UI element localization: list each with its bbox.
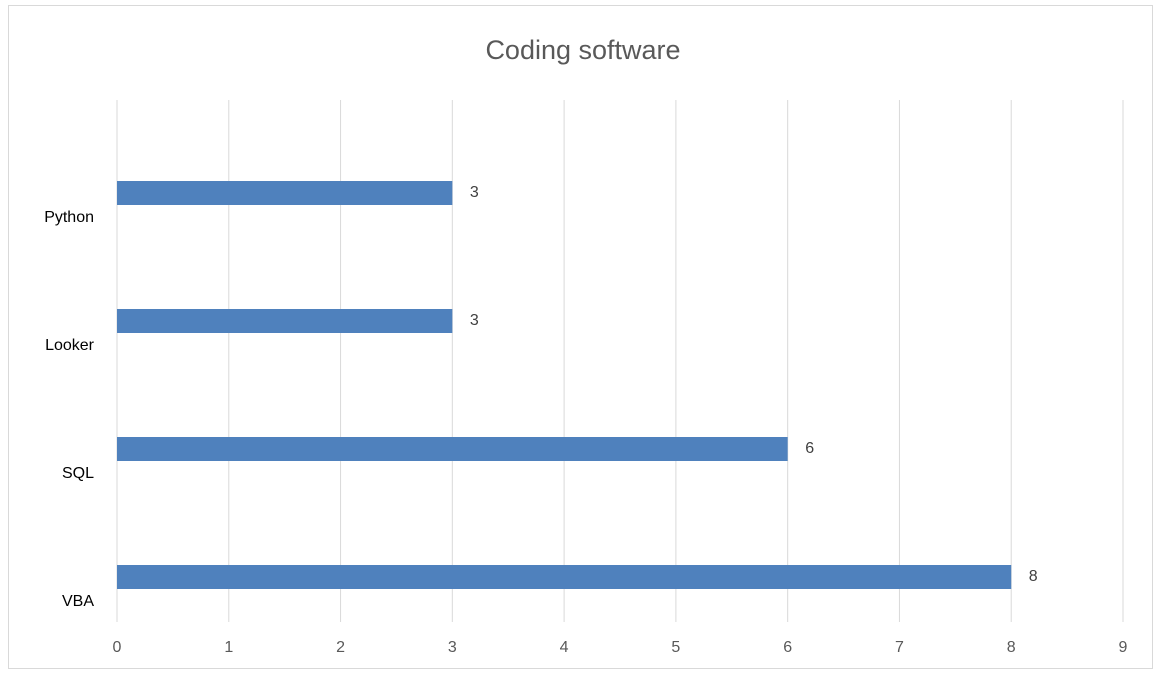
y-tick-label: Python	[44, 209, 94, 226]
bar	[117, 181, 453, 205]
x-tick-label: 6	[783, 639, 792, 656]
x-tick-label: 5	[671, 639, 680, 656]
x-tick-label: 3	[448, 639, 457, 656]
bar	[117, 309, 453, 333]
x-tick-label: 9	[1119, 639, 1128, 656]
y-tick-label: Looker	[45, 337, 95, 354]
y-tick-label: VBA	[62, 593, 94, 610]
x-tick-label: 8	[1007, 639, 1016, 656]
value-label: 8	[1029, 568, 1038, 585]
x-tick-label: 7	[895, 639, 904, 656]
value-label: 3	[470, 184, 479, 201]
bar	[117, 437, 788, 461]
y-tick-label: SQL	[62, 465, 94, 482]
value-label: 3	[470, 312, 479, 329]
chart-title: Coding software	[485, 35, 680, 65]
x-tick-label: 1	[224, 639, 233, 656]
value-label: 6	[805, 440, 814, 457]
x-tick-label: 2	[336, 639, 345, 656]
chart-border	[8, 5, 1153, 669]
x-tick-label: 4	[560, 639, 569, 656]
bar	[117, 565, 1012, 589]
x-tick-label: 0	[113, 639, 122, 656]
